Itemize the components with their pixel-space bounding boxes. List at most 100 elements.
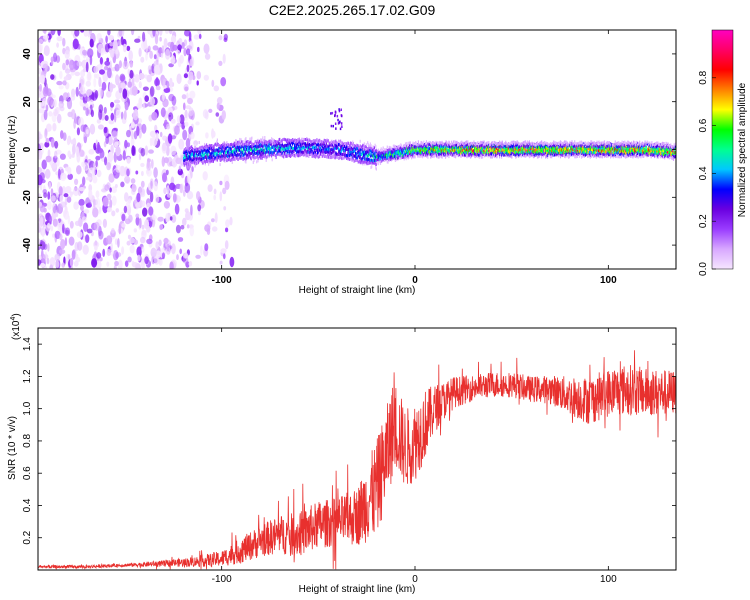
signal-cell [516, 152, 518, 156]
noise-speckle [66, 196, 72, 203]
noise-speckle [222, 187, 227, 195]
noise-speckle [222, 53, 226, 64]
noise-speckle [50, 30, 56, 36]
signal-cell [289, 143, 292, 147]
signal-cell [469, 148, 471, 152]
signal-cell [190, 154, 192, 158]
signal-cell [260, 140, 262, 144]
signal-cell [431, 143, 433, 147]
noise-speckle [38, 53, 44, 64]
signal-cell [208, 156, 210, 160]
noise-speckle [182, 217, 187, 226]
signal-cell [487, 142, 489, 146]
signal-cell [223, 155, 225, 159]
signal-cell [445, 146, 447, 150]
signal-cell [580, 152, 582, 156]
signal-cell [237, 140, 239, 144]
signal-cell [570, 147, 572, 150]
signal-cell [270, 148, 272, 152]
signal-cell [398, 151, 400, 155]
signal-cell [256, 150, 258, 154]
noise-speckle [126, 129, 131, 138]
signal-cell [553, 140, 555, 144]
signal-cell [185, 158, 187, 162]
noise-speckle [186, 173, 191, 184]
signal-cell [412, 141, 414, 145]
signal-cell [351, 152, 353, 156]
signal-cell [268, 145, 271, 149]
signal-cell [467, 147, 469, 151]
signal-cell [225, 142, 227, 146]
signal-cell [335, 146, 337, 150]
signal-cell [366, 150, 368, 154]
noise-speckle [59, 153, 66, 160]
signal-cell [273, 150, 275, 154]
signal-cell [559, 144, 561, 148]
signal-cell [600, 143, 602, 147]
noise-speckle [45, 137, 50, 143]
signal-cell [318, 139, 320, 143]
noise-speckle [219, 191, 223, 202]
signal-cell [363, 150, 365, 154]
signal-cell [520, 147, 522, 151]
signal-cell [467, 149, 469, 153]
signal-cell [581, 148, 583, 152]
signal-cell [441, 151, 443, 155]
noise-speckle [163, 237, 169, 244]
signal-cell [280, 153, 282, 157]
signal-cell [446, 144, 449, 148]
signal-cell [237, 148, 239, 152]
signal-cell [183, 149, 185, 153]
signal-cell [463, 142, 465, 146]
signal-cell [402, 154, 404, 158]
signal-cell [519, 145, 521, 148]
noise-speckle [38, 174, 43, 186]
signal-cell [200, 157, 202, 161]
signal-cell [283, 144, 285, 148]
signal-cell [215, 142, 217, 146]
signal-cell [328, 141, 330, 145]
signal-cell [505, 150, 507, 154]
signal-cell [455, 148, 457, 152]
signal-cell [335, 151, 337, 155]
signal-cell [563, 154, 565, 157]
signal-cell [376, 154, 378, 158]
signal-cell [252, 155, 254, 159]
signal-cell [584, 153, 587, 157]
signal-cell [522, 148, 524, 152]
signal-cell [425, 145, 427, 149]
signal-cell [267, 154, 269, 158]
noise-speckle [196, 71, 202, 80]
signal-cell [220, 158, 223, 161]
signal-cell [325, 142, 327, 146]
signal-cell [205, 154, 207, 158]
signal-cell [240, 138, 242, 142]
signal-cell [197, 160, 200, 164]
signal-cell [595, 154, 597, 157]
signal-cell [187, 163, 189, 167]
signal-cell [296, 150, 298, 154]
noise-speckle [80, 30, 85, 33]
signal-cell [415, 141, 417, 144]
noise-speckle [190, 56, 195, 67]
signal-cell [331, 151, 333, 155]
signal-cell [242, 157, 244, 161]
signal-cell [515, 143, 518, 147]
signal-cell [461, 141, 463, 145]
signal-cell [425, 140, 428, 144]
signal-cell [422, 145, 424, 149]
signal-cell [542, 153, 544, 157]
noise-speckle [154, 33, 159, 45]
signal-cell [258, 145, 260, 148]
signal-cell [409, 141, 411, 145]
signal-cell [224, 159, 226, 163]
signal-cell [491, 155, 493, 159]
noise-speckle [153, 167, 158, 179]
noise-speckle [151, 136, 158, 147]
signal-cell [441, 140, 443, 144]
signal-cell [227, 143, 229, 147]
signal-cell [306, 151, 308, 155]
signal-cell [241, 156, 243, 160]
signal-cell [483, 145, 485, 149]
signal-cell [550, 150, 552, 154]
